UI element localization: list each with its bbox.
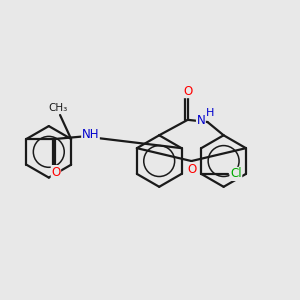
Text: NH: NH bbox=[82, 128, 99, 141]
Text: CH₃: CH₃ bbox=[49, 103, 68, 113]
Text: O: O bbox=[188, 163, 197, 176]
Text: N: N bbox=[196, 114, 205, 127]
Text: O: O bbox=[184, 85, 193, 98]
Text: H: H bbox=[206, 108, 214, 118]
Text: O: O bbox=[51, 166, 61, 178]
Text: Cl: Cl bbox=[230, 167, 242, 180]
